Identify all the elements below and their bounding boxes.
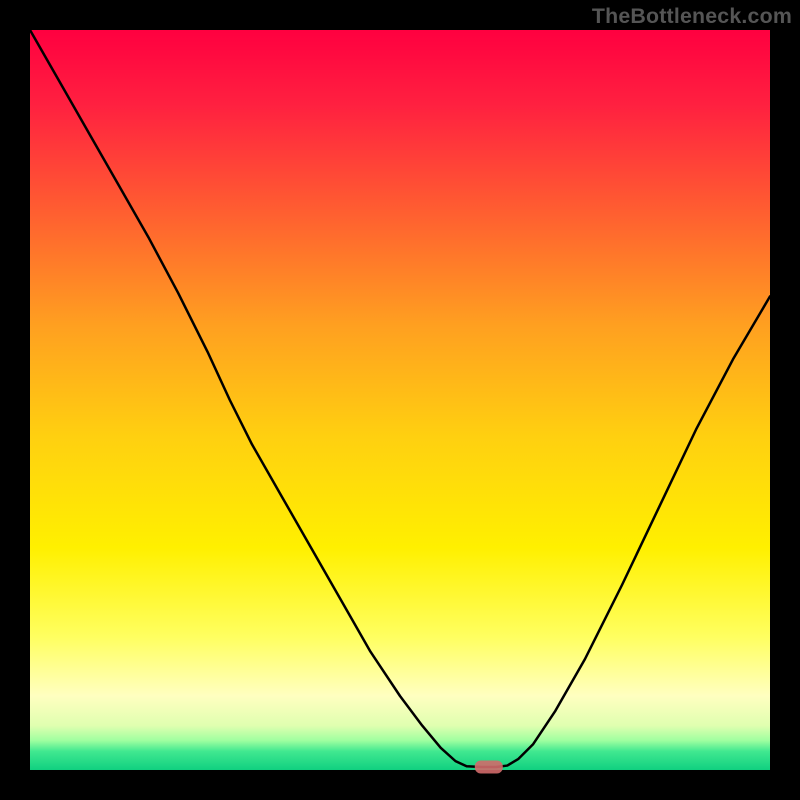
bottleneck-curve-chart bbox=[0, 0, 800, 800]
chart-plot-area bbox=[30, 30, 770, 770]
chart-frame: TheBottleneck.com bbox=[0, 0, 800, 800]
watermark-text: TheBottleneck.com bbox=[592, 4, 792, 29]
optimal-point-marker bbox=[475, 761, 503, 774]
